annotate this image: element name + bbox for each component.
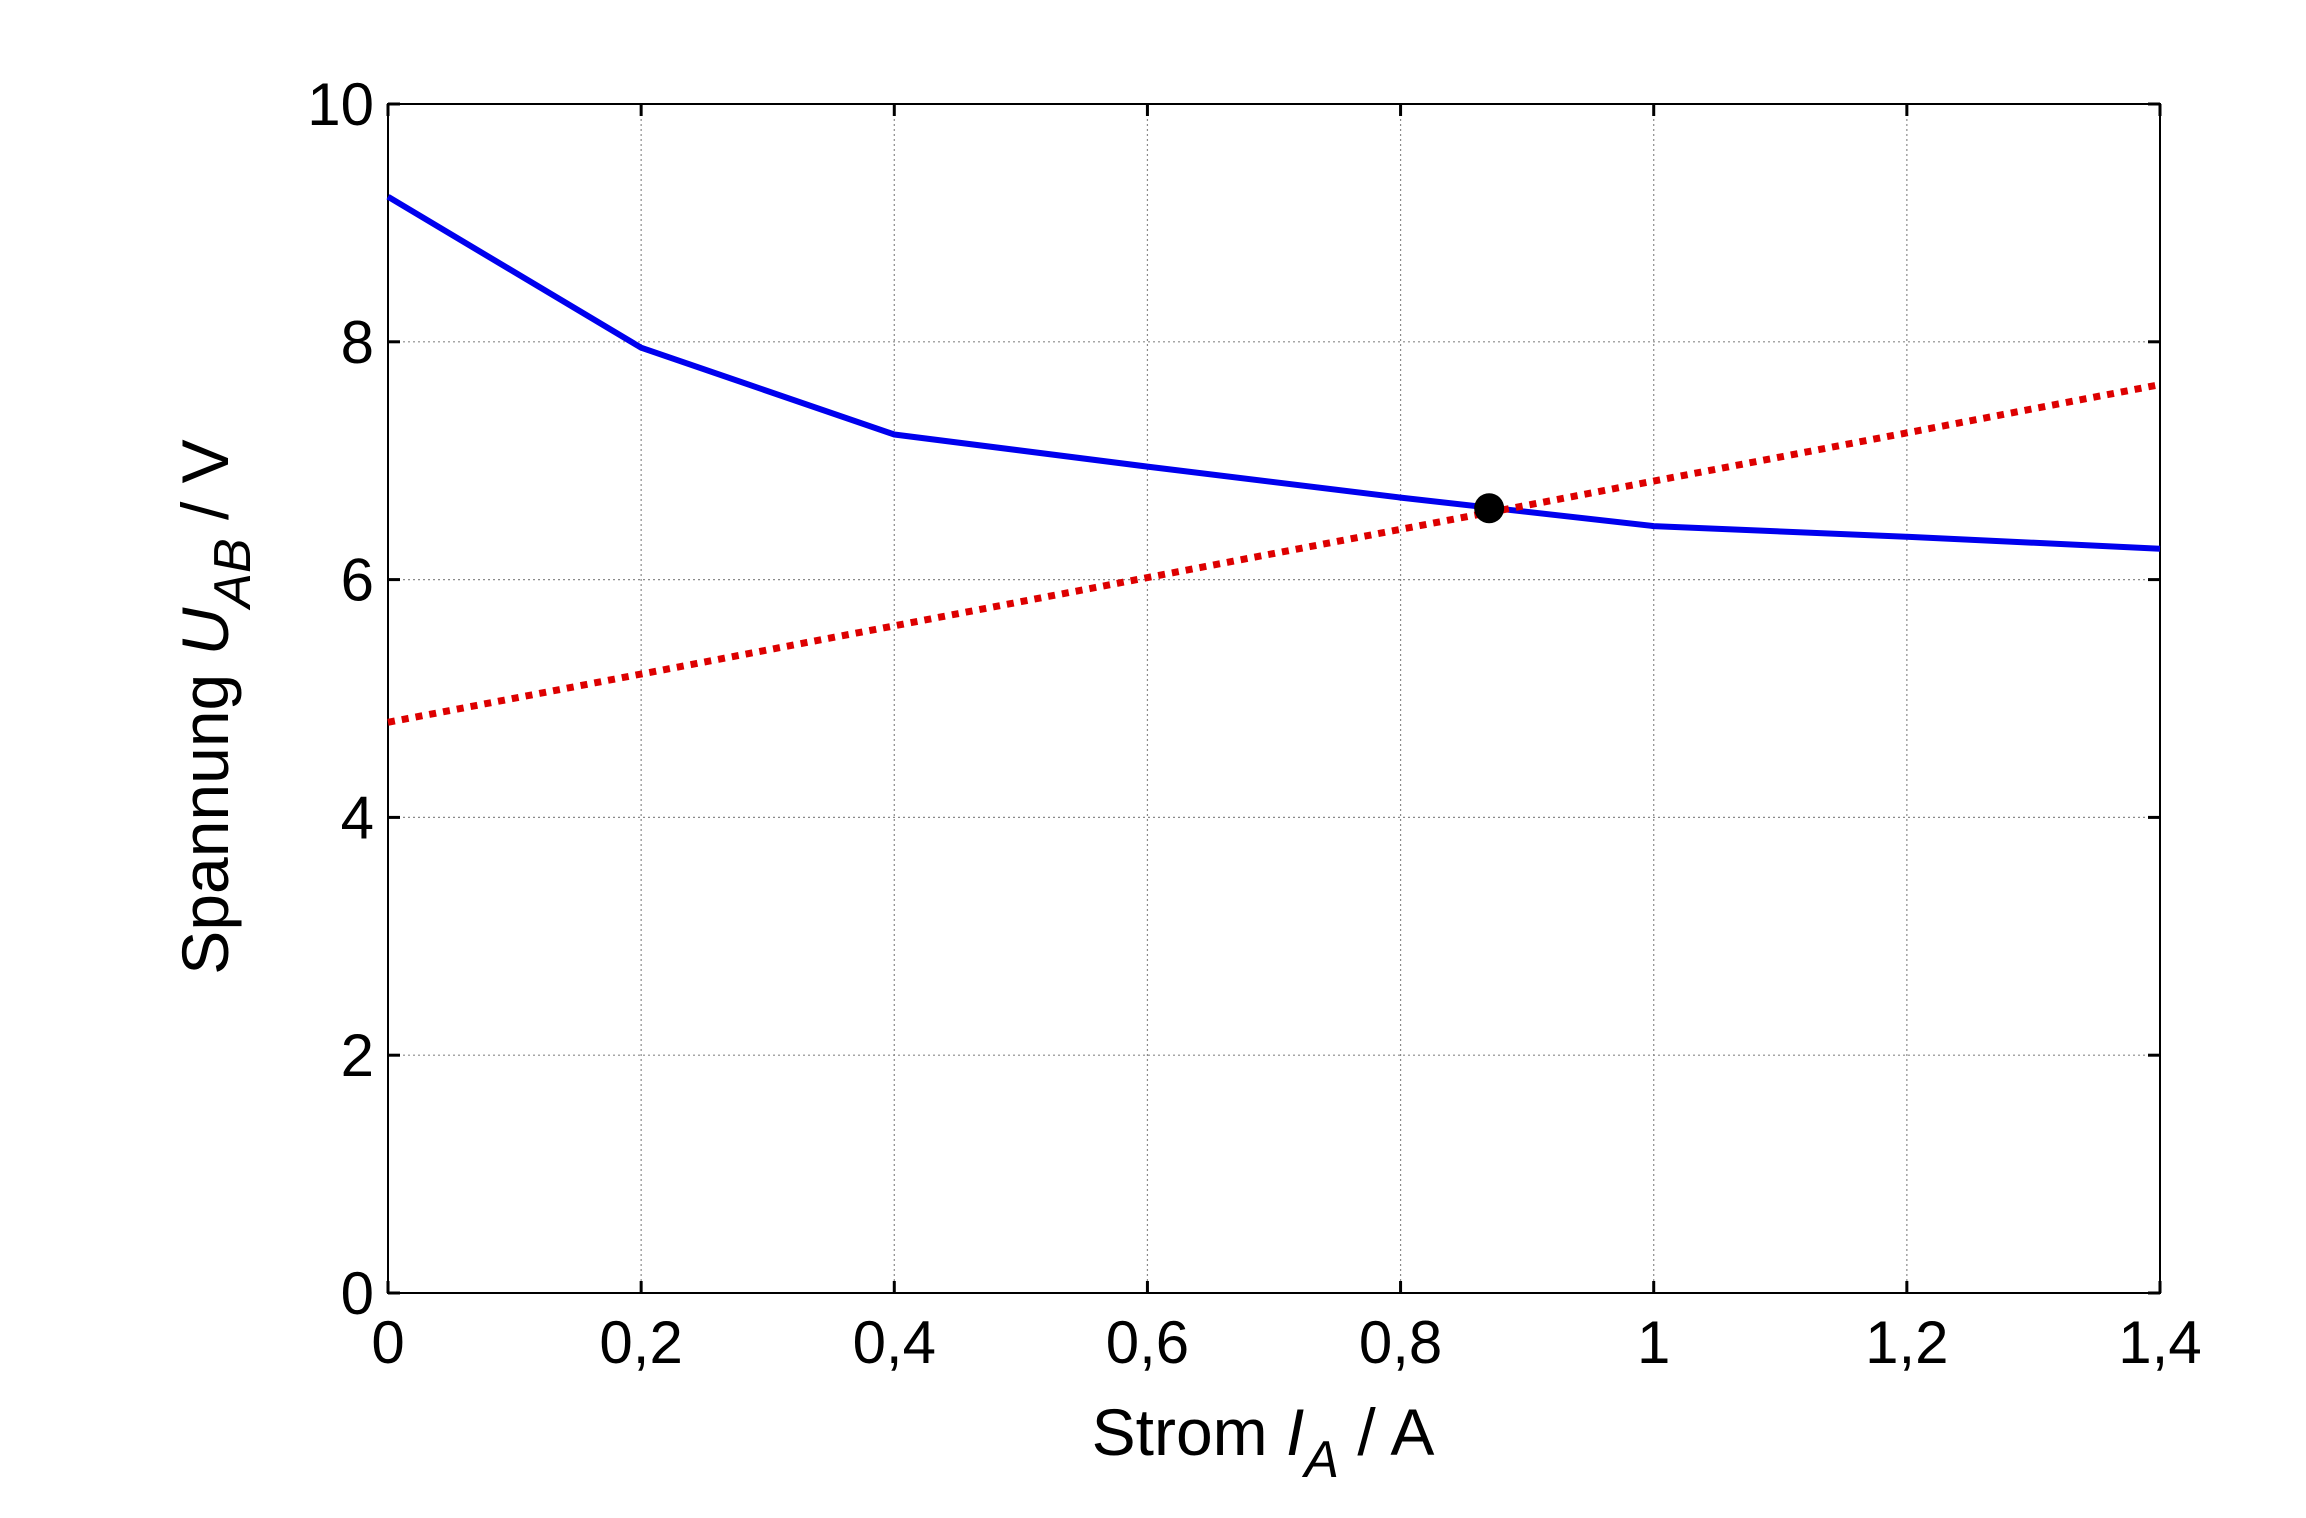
y-tick-labels: 0 2 4 6 8 10 xyxy=(307,71,374,1327)
series-line-1 xyxy=(386,194,2161,552)
plot-frame xyxy=(387,103,2161,1294)
x-axis-label: Strom IA / A xyxy=(1092,1395,1435,1489)
x-axis-label-prefix: Strom xyxy=(1092,1395,1286,1469)
x-tick-label: 1,2 xyxy=(1865,1309,1948,1376)
x-tick-label: 0 xyxy=(371,1309,404,1376)
y-axis-label-symbol: U xyxy=(168,607,242,655)
series-layer xyxy=(386,194,2161,726)
x-tick-label: 1 xyxy=(1637,1309,1670,1376)
y-tick-label: 10 xyxy=(307,71,374,138)
x-axis-label-subscript: A xyxy=(1301,1431,1339,1489)
plot-box xyxy=(387,103,2161,1294)
x-axis-label-suffix: / A xyxy=(1339,1395,1434,1469)
y-axis-label-suffix: / V xyxy=(168,439,242,538)
intersection-point-marker xyxy=(1474,493,1505,524)
x-tick-labels: 0 0,2 0,4 0,6 0,8 1 1,2 1,4 xyxy=(371,1309,2201,1376)
x-tick-label: 0,4 xyxy=(853,1309,936,1376)
marker-layer xyxy=(1474,493,1505,524)
y-axis-label: Spannung UAB / V xyxy=(168,439,262,974)
tick-marks xyxy=(386,102,2162,1295)
y-tick-label: 8 xyxy=(341,309,374,376)
y-tick-label: 2 xyxy=(341,1022,374,1089)
y-axis-label-prefix: Spannung xyxy=(168,655,242,974)
x-axis-label-symbol: I xyxy=(1286,1395,1304,1469)
y-axis-label-subscript: AB xyxy=(204,538,262,610)
x-tick-label: 0,6 xyxy=(1106,1309,1189,1376)
y-tick-label: 0 xyxy=(341,1260,374,1327)
grid-layer xyxy=(388,104,2160,1293)
x-tick-label: 0,2 xyxy=(599,1309,682,1376)
y-tick-label: 4 xyxy=(341,784,374,851)
series-line-2 xyxy=(387,381,2161,726)
x-tick-label: 1,4 xyxy=(2118,1309,2201,1376)
y-tick-label: 6 xyxy=(341,547,374,614)
x-tick-label: 0,8 xyxy=(1359,1309,1442,1376)
